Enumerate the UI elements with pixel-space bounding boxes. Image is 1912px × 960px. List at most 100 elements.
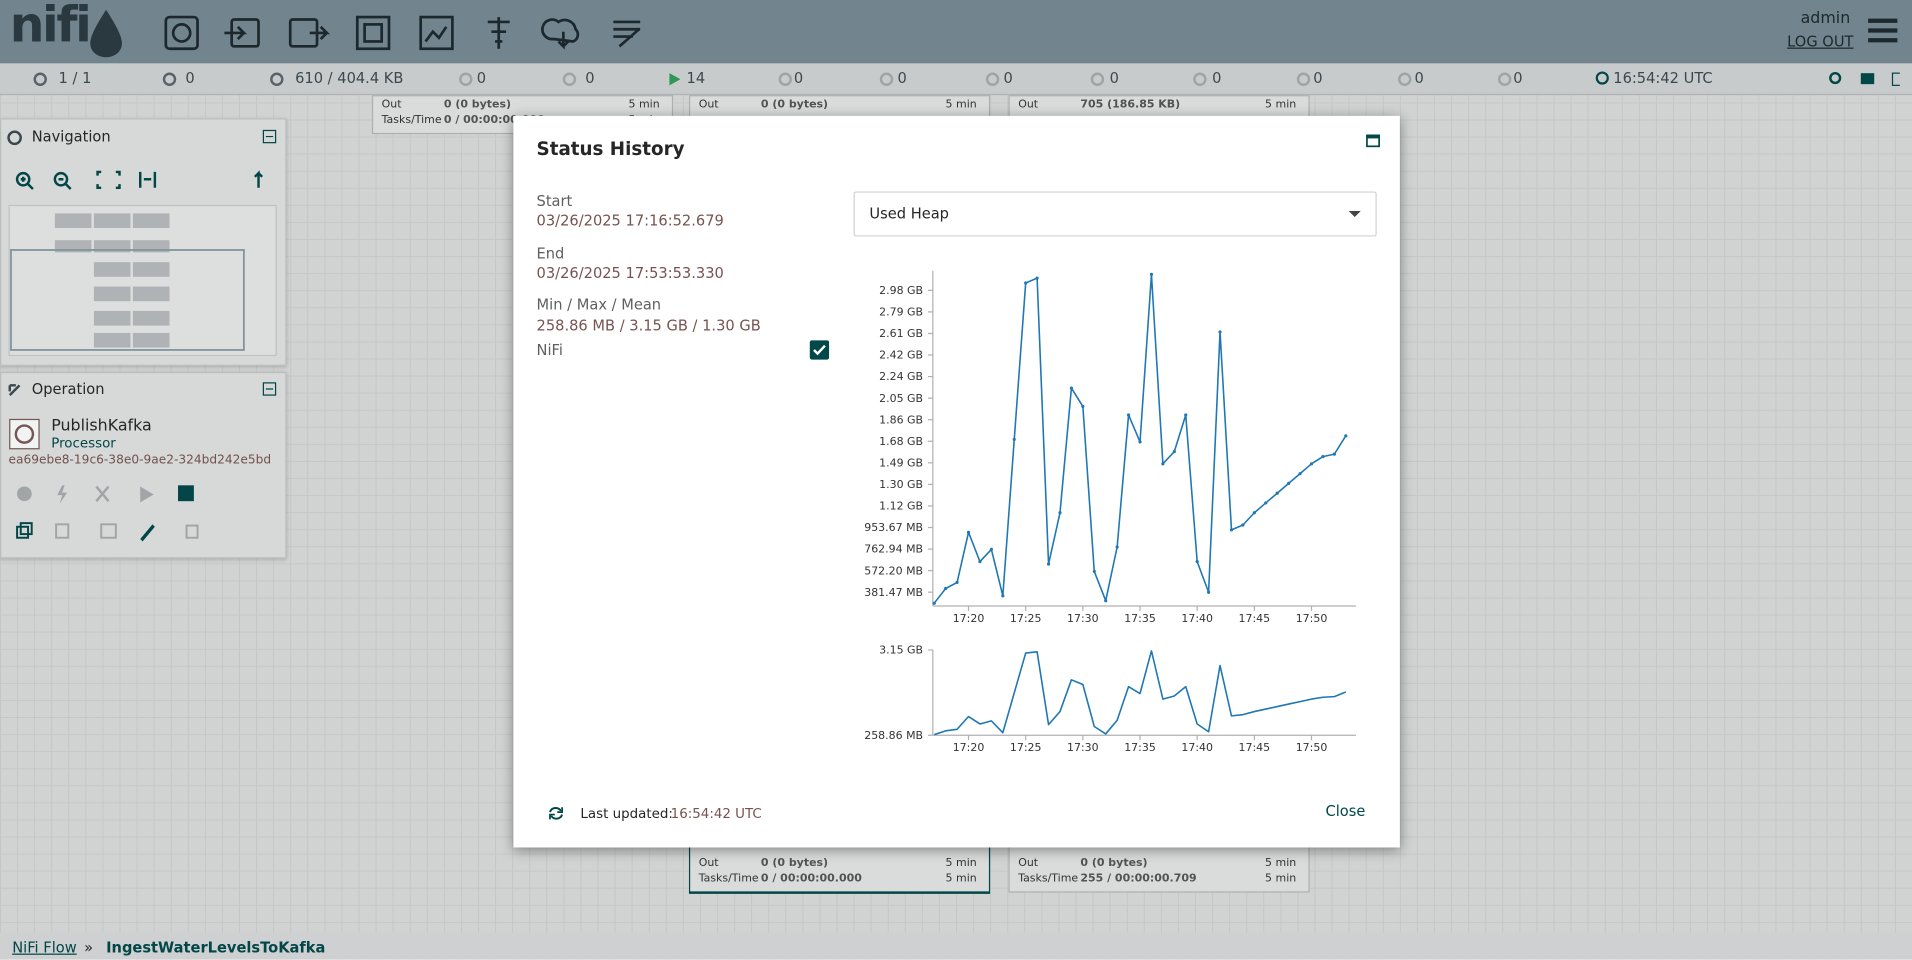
data-point xyxy=(1115,545,1119,549)
refresh-button[interactable] xyxy=(548,805,565,822)
data-point xyxy=(1012,437,1016,441)
row-label: Tasks/Time xyxy=(1018,873,1079,886)
row-window: 5 min xyxy=(945,873,977,886)
x-tick-label: 17:45 xyxy=(1239,741,1271,754)
metric-selected: Used Heap xyxy=(869,204,949,222)
data-point xyxy=(1207,590,1211,594)
chart-area: 381.47 MB 572.20 MB 762.94 MB 953.67 MB 1.12… xyxy=(864,270,1356,754)
y-tick-label: 572.20 MB xyxy=(864,564,923,577)
row-label: Out xyxy=(1018,857,1039,870)
instance-label: NiFi xyxy=(536,341,563,359)
logo: nifi xyxy=(9,0,92,54)
status-bar: 1 / 1 0 610 / 404.4 KB 0 0 14 0 0 0 0 0 0 0 0 16:54:42… xyxy=(0,63,1912,96)
data-point xyxy=(1321,455,1325,459)
x-tick-label: 17:45 xyxy=(1239,612,1271,625)
play-icon xyxy=(669,73,681,86)
row-label: Out xyxy=(698,98,719,111)
end-label: End xyxy=(536,245,565,263)
data-point xyxy=(1104,599,1108,603)
icon-glyph xyxy=(1498,72,1512,86)
status-icon xyxy=(1498,72,1512,86)
y-tick-label: 2.24 GB xyxy=(879,370,923,383)
collapse-button[interactable] xyxy=(262,129,277,144)
y-tick-label: 2.79 GB xyxy=(879,306,923,319)
dropdown-caret xyxy=(1348,210,1361,218)
x-tick-label: 17:35 xyxy=(1124,612,1156,625)
component-type: Processor xyxy=(51,435,116,452)
maximize-button[interactable] xyxy=(1366,134,1381,149)
dialog-title: Status History xyxy=(536,137,685,160)
y-tick-label: 258.86 MB xyxy=(864,729,923,742)
row-value: 705 (186.85 KB) xyxy=(1080,98,1181,111)
y-tick-label: 2.05 GB xyxy=(879,392,923,405)
data-point xyxy=(1081,404,1085,408)
series-line xyxy=(933,650,1347,736)
panel-title: Operation xyxy=(31,380,105,398)
data-point xyxy=(1309,462,1314,466)
logout-link[interactable]: LOG OUT xyxy=(1787,32,1854,50)
component-id: ea69ebe8-19c6-38e0-9ae2-324bd242e5bd xyxy=(8,453,272,468)
search-tools[interactable] xyxy=(1827,70,1900,90)
minimap[interactable] xyxy=(8,204,277,357)
status-time: 16:54:42 UTC xyxy=(1613,69,1713,87)
row-label: Tasks/Time xyxy=(381,114,442,127)
close-button[interactable]: Close xyxy=(1325,802,1366,820)
status-value: 0 xyxy=(1212,69,1222,87)
refresh-icon xyxy=(1595,71,1609,85)
data-point xyxy=(1035,276,1039,280)
operation-buttons[interactable] xyxy=(13,483,208,544)
data-point xyxy=(1138,440,1142,444)
status-icon xyxy=(459,72,473,86)
status-value: 0 xyxy=(585,69,595,87)
y-tick-label: 2.98 GB xyxy=(879,284,923,297)
row-window: 5 min xyxy=(945,857,977,870)
data-point xyxy=(1184,413,1188,417)
toolbar-icons[interactable] xyxy=(156,10,656,56)
row-window: 5 min xyxy=(1265,873,1297,886)
data-point xyxy=(1126,413,1131,417)
breadcrumb-root[interactable]: NiFi Flow xyxy=(12,938,77,957)
y-tick-label: 953.67 MB xyxy=(864,521,923,534)
status-value: 0 xyxy=(793,69,804,87)
y-tick-label: 2.61 GB xyxy=(879,327,923,340)
metric-dropdown[interactable]: Used Heap xyxy=(853,191,1377,237)
x-tick-label: 17:25 xyxy=(1010,741,1042,754)
y-tick-label: 1.30 GB xyxy=(879,478,923,491)
status-value: 610 / 404.4 KB xyxy=(295,69,404,87)
icon-glyph xyxy=(1296,72,1311,86)
collapse-button[interactable] xyxy=(262,382,277,397)
search-icon xyxy=(1829,71,1842,85)
data-point xyxy=(932,601,936,605)
minimap-content xyxy=(10,213,245,351)
start-label: Start xyxy=(536,192,573,210)
data-point xyxy=(1046,562,1051,566)
status-history-chart: 381.47 MB 572.20 MB 762.94 MB 953.67 MB 1.12… xyxy=(864,270,1356,754)
data-point xyxy=(1161,462,1165,466)
icon-glyph xyxy=(162,72,177,86)
zoom-controls[interactable] xyxy=(13,168,269,192)
row-window: 5 min xyxy=(1265,98,1297,111)
status-icon xyxy=(1296,72,1311,86)
navigation-panel: Navigation xyxy=(0,118,287,366)
status-icon xyxy=(562,72,577,86)
stats-label: Min / Max / Mean xyxy=(536,296,662,314)
data-point xyxy=(1298,472,1302,476)
data-point xyxy=(1252,511,1256,515)
instance-checkbox[interactable] xyxy=(809,340,830,360)
x-tick-label: 17:35 xyxy=(1124,741,1156,754)
menu-button[interactable] xyxy=(1866,17,1903,46)
row-window: 5 min xyxy=(628,98,660,111)
status-icon xyxy=(1398,72,1412,86)
row-value: 255 / 00:00:00.709 xyxy=(1080,873,1197,886)
nav-icon xyxy=(7,130,22,146)
icon-glyph xyxy=(562,72,577,86)
status-value: 0 xyxy=(897,69,907,87)
component-name: PublishKafka xyxy=(51,417,152,436)
status-icon xyxy=(162,72,177,86)
status-value: 0 xyxy=(1109,69,1119,87)
icon-glyph xyxy=(1193,72,1207,86)
data-point xyxy=(1229,528,1234,532)
data-point xyxy=(1001,594,1005,598)
row-label: Tasks/Time xyxy=(698,873,759,886)
data-point xyxy=(989,547,993,551)
